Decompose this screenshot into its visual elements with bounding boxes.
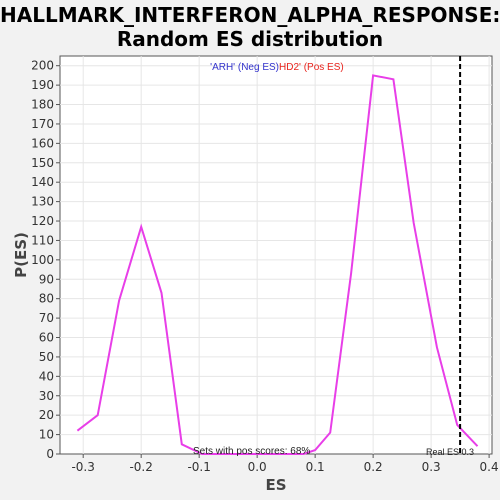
legend-neg-label: 'ARH' (Neg ES): [210, 62, 279, 73]
chart-title-line1: HALLMARK_INTERFERON_ALPHA_RESPONSE:: [0, 3, 500, 27]
x-tick-label: 0.1: [306, 460, 325, 474]
series-line: [76, 74, 479, 455]
plot-area: [59, 55, 493, 455]
y-tick-label: 90: [39, 272, 54, 286]
y-tick-label: 40: [39, 369, 54, 383]
x-tick-label: 0.4: [480, 460, 499, 474]
y-axis: 0 10 20 30 40 50 60 70 80 90 100 110 120 130 140 150 160…: [31, 59, 60, 461]
y-tick-label: 150: [31, 156, 54, 170]
y-tick-label: 20: [39, 408, 54, 422]
legend-pos-label: HD2' (Pos ES): [279, 62, 344, 73]
x-tick-label: 0.2: [364, 460, 383, 474]
y-tick-label: 0: [46, 447, 54, 461]
y-tick-label: 50: [39, 350, 54, 364]
x-tick-label: 0.3: [422, 460, 441, 474]
real-es-label: Real ES 0.3: [426, 447, 474, 457]
chart-title-line2: Random ES distribution: [116, 27, 384, 51]
y-tick-label: 200: [31, 59, 54, 73]
y-tick-label: 60: [39, 331, 54, 345]
y-axis-label: P(ES): [12, 232, 30, 278]
y-tick-label: 180: [31, 98, 54, 112]
y-tick-label: 190: [31, 78, 54, 92]
y-tick-label: 170: [31, 117, 54, 131]
y-tick-label: 70: [39, 311, 54, 325]
y-tick-label: 80: [39, 292, 54, 306]
x-axis: -0.3 -0.2 -0.1 0.0 0.1 0.2 0.3 0.4: [71, 454, 499, 474]
y-tick-label: 110: [31, 233, 54, 247]
x-axis-label: ES: [265, 476, 286, 494]
y-tick-label: 130: [31, 195, 54, 209]
y-tick-label: 100: [31, 253, 54, 267]
y-tick-label: 160: [31, 136, 54, 150]
y-tick-label: 30: [39, 389, 54, 403]
y-tick-label: 140: [31, 175, 54, 189]
y-tick-label: 10: [39, 428, 54, 442]
x-tick-label: 0.0: [248, 460, 267, 474]
grid-lines: [60, 56, 492, 454]
x-tick-label: -0.2: [129, 460, 152, 474]
pos-scores-annotation: Sets with pos scores: 68%: [193, 446, 310, 457]
x-tick-label: -0.1: [187, 460, 210, 474]
y-tick-label: 120: [31, 214, 54, 228]
x-tick-label: -0.3: [71, 460, 94, 474]
